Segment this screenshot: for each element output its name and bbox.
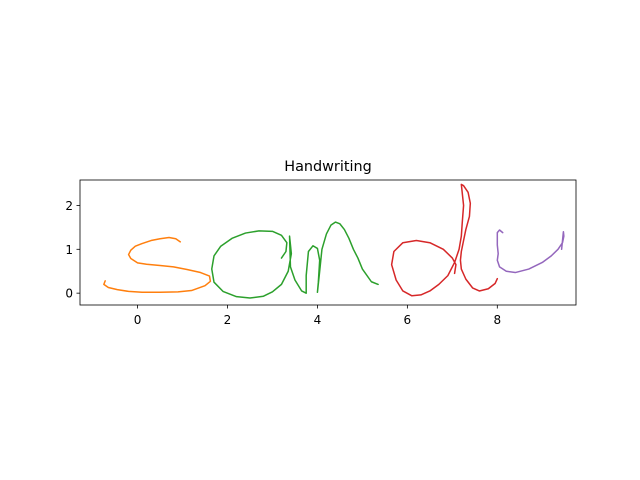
series-line-4	[496, 229, 565, 274]
axes-layer: 0 2 4 6 8 0 1 2	[65, 179, 577, 327]
series-line-1	[103, 236, 212, 294]
series-layer	[103, 183, 565, 299]
x-tick-label: 2	[224, 313, 232, 327]
x-tick-label: 6	[404, 313, 412, 327]
series-line-2	[211, 221, 379, 299]
series-line-3	[390, 183, 499, 297]
y-tick-label: 2	[65, 199, 73, 213]
plot-frame	[79, 179, 577, 306]
x-tick-label: 0	[134, 313, 142, 327]
chart-title: Handwriting	[284, 159, 371, 175]
y-tick-label: 1	[65, 243, 73, 257]
x-tick-label: 8	[493, 313, 501, 327]
y-tick-label: 0	[65, 287, 73, 301]
x-tick-label: 4	[314, 313, 322, 327]
